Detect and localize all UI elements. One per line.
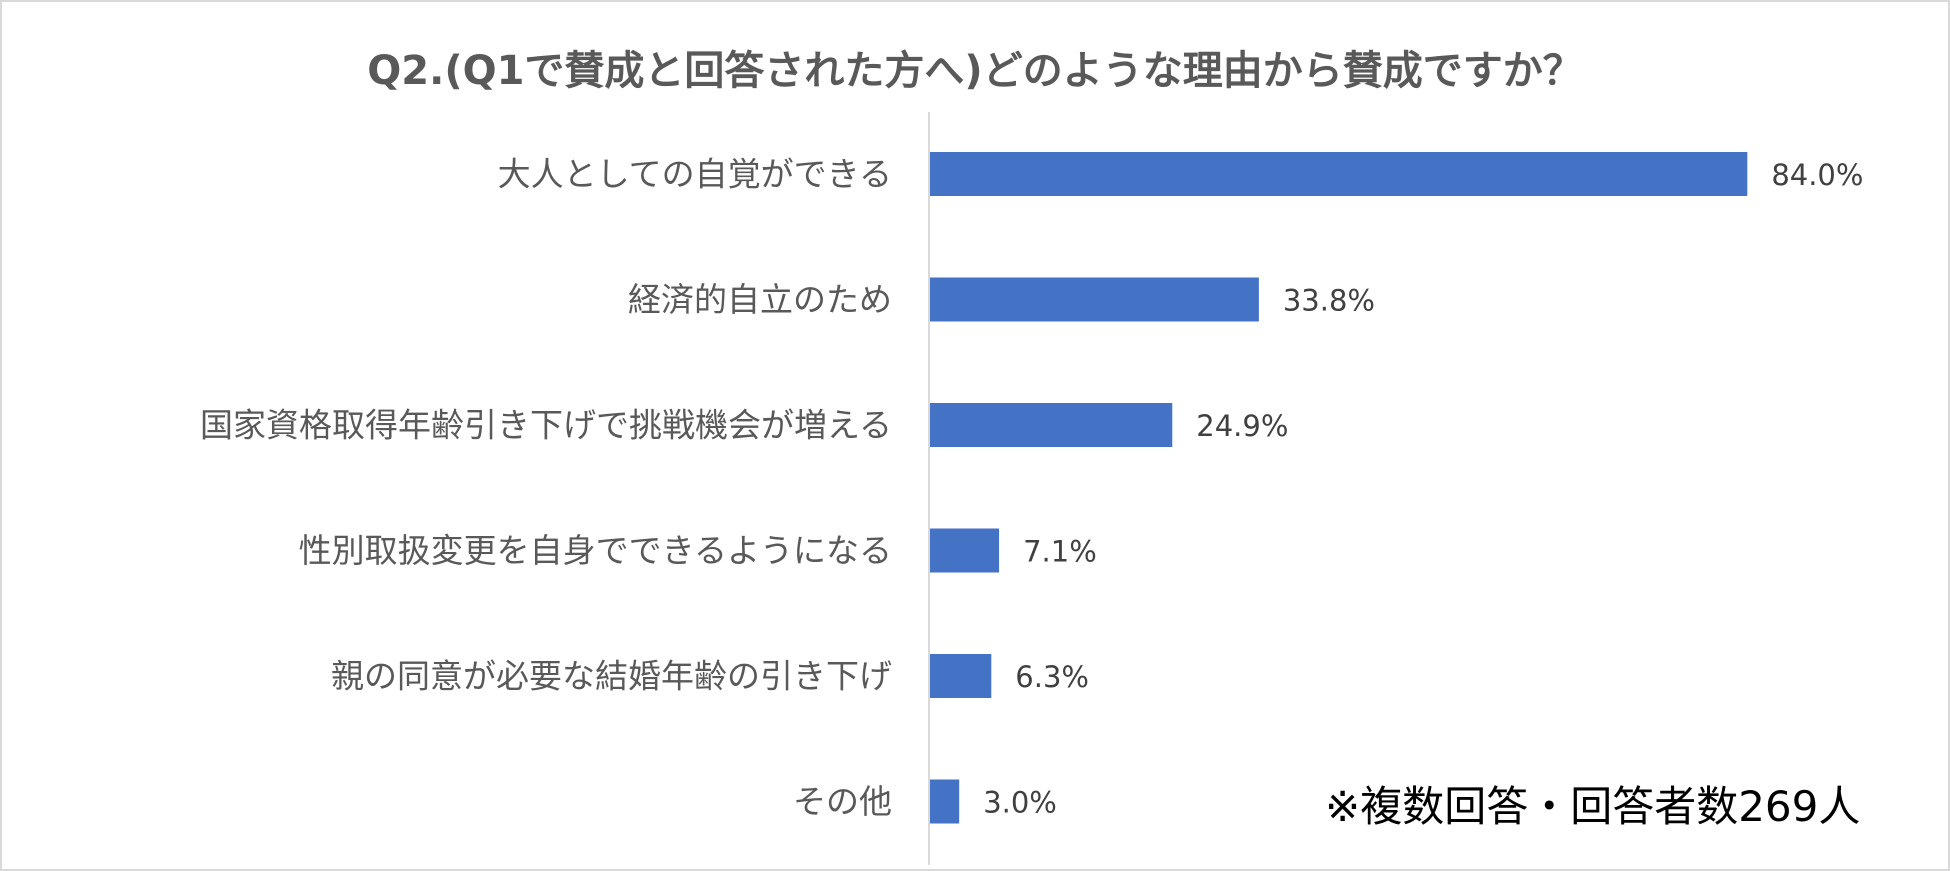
data-label: 84.0% — [1771, 158, 1863, 192]
category-label: 経済的自立のため — [628, 280, 892, 319]
category-label: その他 — [793, 782, 892, 821]
category-labels-group: 大人としての自覚ができる経済的自立のため国家資格取得年齢引き下げで挑戦機会が増え… — [200, 155, 892, 822]
category-label: 大人としての自覚ができる — [498, 155, 892, 194]
category-label: 国家資格取得年齢引き下げで挑戦機会が増える — [200, 406, 892, 445]
data-label: 7.1% — [1023, 535, 1097, 569]
bars-group — [930, 152, 1748, 824]
chart-note: ※複数回答・回答者数269人 — [1325, 782, 1861, 831]
bar — [930, 277, 1259, 322]
bar — [930, 779, 960, 824]
bar — [930, 654, 992, 698]
data-label: 6.3% — [1015, 660, 1089, 694]
bar — [930, 528, 1000, 573]
data-label: 3.0% — [983, 786, 1057, 820]
category-label: 親の同意が必要な結婚年齢の引き下げ — [331, 657, 892, 696]
category-label: 性別取扱変更を自身でできるようになる — [299, 531, 892, 570]
chart-title: Q2.(Q1で賛成と回答された方へ)どのような理由から賛成ですか？ — [367, 48, 1583, 94]
data-label: 33.8% — [1283, 284, 1375, 318]
bar — [930, 152, 1748, 196]
data-label: 24.9% — [1196, 409, 1288, 443]
bar — [930, 403, 1173, 447]
data-labels-group: 84.0% 33.8% 24.9% 7.1% 6.3% 3.0% — [983, 158, 1863, 820]
